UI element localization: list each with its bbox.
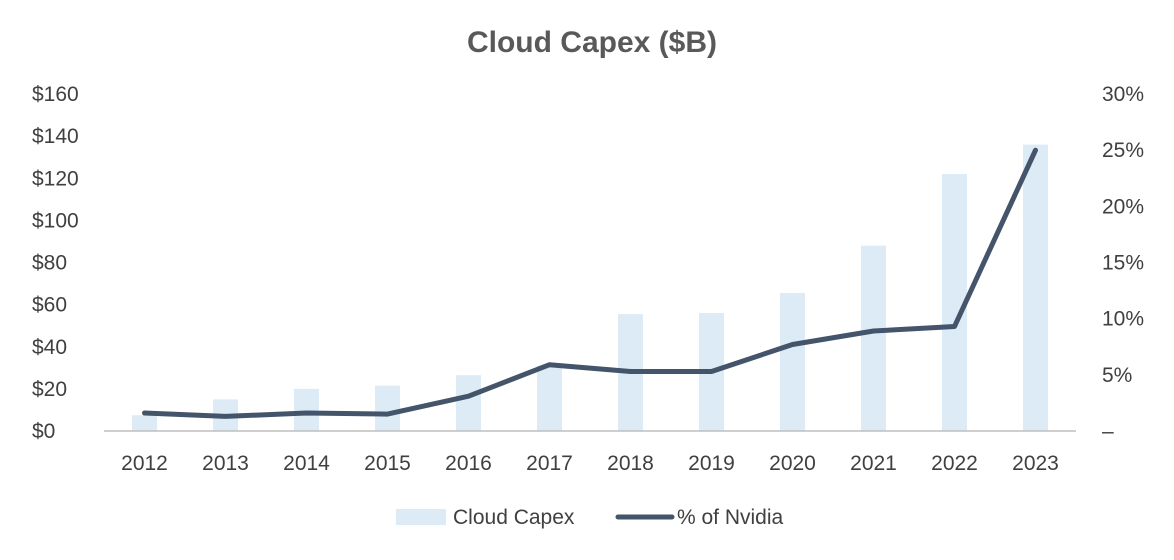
y-left-tick-label: $160 (32, 83, 79, 106)
legend-label-cloud-capex: Cloud Capex (453, 506, 575, 529)
x-tick-label: 2015 (364, 452, 411, 475)
y-left-tick-label: $100 (32, 209, 79, 232)
y-left-tick-label: $40 (32, 336, 67, 359)
x-tick-label: 2014 (283, 452, 330, 475)
y-left-tick-label: $0 (32, 420, 55, 443)
x-tick-label: 2016 (445, 452, 492, 475)
series-line-pct-nvidia (142, 147, 1038, 419)
y-right-tick-label: 15% (1102, 252, 1144, 275)
bar-2016 (456, 375, 481, 431)
x-tick-label: 2022 (931, 452, 978, 475)
y-right-axis: – 5% 10% 15% 20% 25% 30% (1102, 83, 1144, 443)
bar-2014 (294, 388, 319, 431)
chart-title: Cloud Capex ($B) (467, 26, 717, 59)
x-tick-label: 2021 (850, 452, 897, 475)
x-tick-label: 2019 (688, 452, 735, 475)
y-right-tick-label: 5% (1102, 364, 1132, 387)
line-layer (142, 147, 1038, 419)
y-right-tick-label: 10% (1102, 308, 1144, 331)
x-tick-label: 2023 (1012, 452, 1059, 475)
y-right-tick-label: 20% (1102, 195, 1144, 218)
y-right-tick-label: 30% (1102, 83, 1144, 106)
x-tick-label: 2013 (202, 452, 249, 475)
y-right-tick-label: 25% (1102, 139, 1144, 162)
y-left-tick-label: $20 (32, 378, 67, 401)
y-left-tick-label: $120 (32, 167, 79, 190)
legend-label-pct-nvidia: % of Nvidia (677, 506, 784, 529)
bar-2017 (537, 365, 562, 431)
y-left-tick-label: $140 (32, 125, 79, 148)
legend: Cloud Capex % of Nvidia (396, 506, 784, 529)
x-tick-label: 2018 (607, 452, 654, 475)
bar-2020 (780, 293, 805, 431)
bar-2023 (1023, 144, 1048, 432)
legend-swatch-cloud-capex (396, 509, 446, 525)
x-tick-label: 2012 (121, 452, 168, 475)
y-right-tick-label: – (1102, 420, 1114, 443)
bar-2021 (861, 245, 886, 431)
bar-2015 (375, 385, 400, 431)
y-left-tick-label: $60 (32, 294, 67, 317)
x-tick-label: 2017 (526, 452, 573, 475)
x-tick-label: 2020 (769, 452, 816, 475)
bar-2012 (132, 415, 157, 431)
y-left-axis: $0 $20 $40 $60 $80 $100 $120 $140 $160 (32, 83, 79, 443)
x-axis: 2012 2013 2014 2015 2016 2017 2018 2019 2020 2021… (121, 452, 1059, 475)
y-left-tick-label: $80 (32, 252, 67, 275)
bar-layer (132, 144, 1048, 432)
